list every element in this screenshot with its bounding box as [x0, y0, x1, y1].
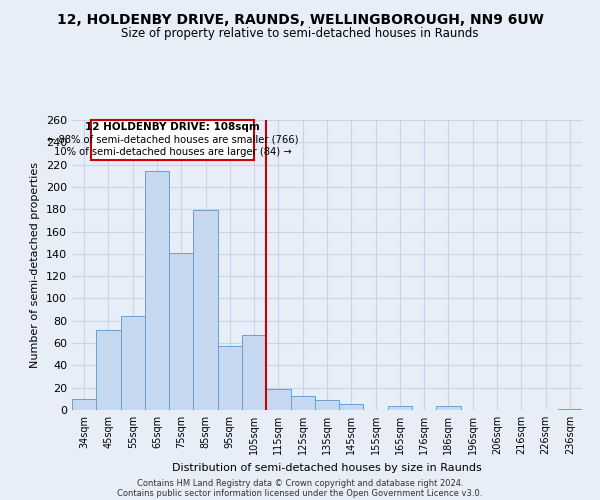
Text: Contains HM Land Registry data © Crown copyright and database right 2024.: Contains HM Land Registry data © Crown c… [137, 478, 463, 488]
Text: Contains public sector information licensed under the Open Government Licence v3: Contains public sector information licen… [118, 488, 482, 498]
Bar [145, 172, 169, 410]
Bar [72, 399, 96, 410]
Bar [169, 252, 193, 410]
Bar [96, 330, 121, 410]
Text: Size of property relative to semi-detached houses in Raunds: Size of property relative to semi-detach… [121, 28, 479, 40]
Bar [121, 316, 145, 410]
Text: 12, HOLDENBY DRIVE, RAUNDS, WELLINGBOROUGH, NN9 6UW: 12, HOLDENBY DRIVE, RAUNDS, WELLINGBOROU… [56, 12, 544, 26]
Bar [339, 404, 364, 410]
X-axis label: Distribution of semi-detached houses by size in Raunds: Distribution of semi-detached houses by … [172, 462, 482, 472]
Bar [436, 406, 461, 410]
Text: 12 HOLDENBY DRIVE: 108sqm: 12 HOLDENBY DRIVE: 108sqm [85, 122, 260, 132]
Text: 10% of semi-detached houses are larger (84) →: 10% of semi-detached houses are larger (… [54, 148, 292, 158]
Bar [193, 210, 218, 410]
FancyBboxPatch shape [91, 120, 254, 160]
Bar [218, 346, 242, 410]
Bar [290, 396, 315, 410]
Bar [266, 389, 290, 410]
Y-axis label: Number of semi-detached properties: Number of semi-detached properties [31, 162, 40, 368]
Bar [242, 336, 266, 410]
Bar [315, 400, 339, 410]
Text: ← 88% of semi-detached houses are smaller (766): ← 88% of semi-detached houses are smalle… [47, 135, 299, 145]
Bar [558, 409, 582, 410]
Bar [388, 406, 412, 410]
